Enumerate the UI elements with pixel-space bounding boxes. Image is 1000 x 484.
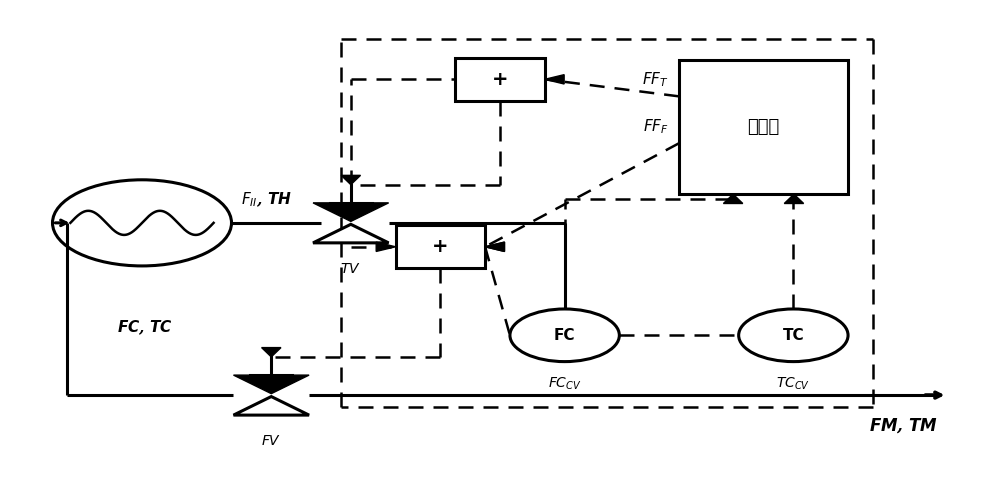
Polygon shape (723, 194, 743, 203)
Polygon shape (313, 203, 389, 221)
Text: +: + (492, 70, 508, 89)
Polygon shape (233, 375, 309, 393)
Polygon shape (545, 75, 564, 84)
Bar (455, 58, 545, 101)
Polygon shape (313, 224, 389, 243)
Polygon shape (376, 242, 396, 252)
Text: $FF_T$: $FF_T$ (642, 71, 669, 89)
Text: $FV$: $FV$ (261, 434, 281, 448)
Text: +: + (432, 237, 449, 257)
Text: 计算块: 计算块 (747, 118, 780, 136)
Text: $\boldsymbol{FC}$, $\boldsymbol{TC}$: $\boldsymbol{FC}$, $\boldsymbol{TC}$ (117, 319, 173, 337)
Text: $\boldsymbol{F_{II}}$, $\boldsymbol{TH}$: $\boldsymbol{F_{II}}$, $\boldsymbol{TH}$ (241, 190, 292, 209)
Polygon shape (784, 194, 804, 203)
Text: $TC_{CV}$: $TC_{CV}$ (776, 376, 810, 393)
Text: $FC_{CV}$: $FC_{CV}$ (548, 376, 581, 393)
Polygon shape (485, 242, 504, 252)
Bar (679, 60, 848, 194)
Text: $FF_F$: $FF_F$ (643, 118, 669, 136)
Polygon shape (233, 396, 309, 415)
Bar (396, 225, 485, 268)
Polygon shape (485, 242, 504, 252)
Circle shape (510, 309, 619, 362)
Text: $TV$: $TV$ (340, 262, 361, 276)
Text: TC: TC (783, 328, 804, 343)
Polygon shape (341, 175, 361, 185)
Text: FC: FC (554, 328, 575, 343)
Text: $\boldsymbol{FM}$, $\boldsymbol{TM}$: $\boldsymbol{FM}$, $\boldsymbol{TM}$ (869, 417, 938, 436)
Circle shape (739, 309, 848, 362)
Polygon shape (262, 348, 281, 357)
